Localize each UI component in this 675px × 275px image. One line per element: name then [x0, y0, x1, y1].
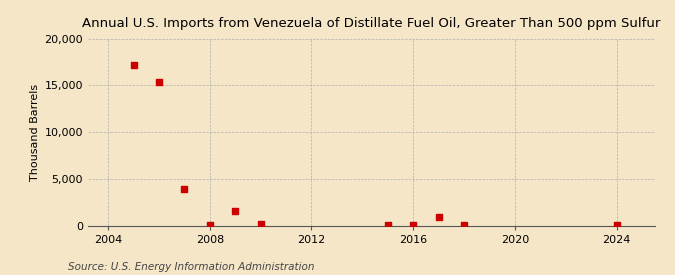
Point	[205, 222, 215, 227]
Point	[255, 222, 266, 226]
Point	[153, 79, 164, 84]
Point	[230, 209, 240, 214]
Point	[179, 187, 190, 191]
Point	[458, 222, 469, 227]
Y-axis label: Thousand Barrels: Thousand Barrels	[30, 83, 40, 181]
Title: Annual U.S. Imports from Venezuela of Distillate Fuel Oil, Greater Than 500 ppm : Annual U.S. Imports from Venezuela of Di…	[82, 17, 660, 31]
Point	[128, 62, 139, 67]
Point	[433, 215, 444, 219]
Text: Source: U.S. Energy Information Administration: Source: U.S. Energy Information Administ…	[68, 262, 314, 272]
Point	[382, 222, 393, 227]
Point	[611, 222, 622, 227]
Point	[408, 222, 418, 227]
